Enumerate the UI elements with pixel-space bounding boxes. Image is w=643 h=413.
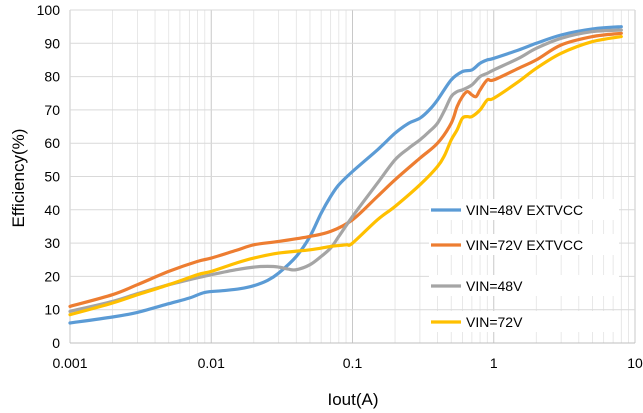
legend: VIN=48V EXTVCC VIN=72V EXTVCC VIN=48V VIN=7… — [429, 199, 619, 332]
x-tick-label: 1 — [490, 355, 498, 371]
y-tick-label: 0 — [52, 335, 60, 351]
y-tick-label: 100 — [37, 2, 61, 18]
legend-entry-background — [429, 311, 619, 332]
legend-label: VIN=72V EXTVCC — [466, 237, 583, 253]
legend-entry-background — [429, 199, 619, 220]
x-tick-label: 0.01 — [198, 355, 225, 371]
series-line-2 — [68, 31, 623, 308]
legend-label: VIN=48V EXTVCC — [466, 202, 583, 218]
series-line-3 — [68, 28, 623, 313]
y-tick-labels: 0 10 20 30 40 50 60 70 80 90 100 — [37, 2, 61, 351]
y-tick-label: 70 — [44, 102, 60, 118]
legend-entry-background — [429, 275, 619, 296]
y-tick-label: 90 — [44, 35, 60, 51]
y-tick-label: 80 — [44, 69, 60, 85]
y-tick-label: 40 — [44, 202, 60, 218]
series-lines — [68, 25, 623, 325]
y-tick-label: 60 — [44, 135, 60, 151]
y-tick-label: 20 — [44, 268, 60, 284]
x-tick-label: 0.001 — [52, 355, 87, 371]
series-line-1 — [68, 25, 623, 325]
y-tick-label: 10 — [44, 302, 60, 318]
x-tick-labels: 0.001 0.01 0.1 1 10 — [52, 355, 643, 371]
series-line-4 — [68, 35, 623, 317]
x-tick-label: 0.1 — [343, 355, 363, 371]
legend-label: VIN=72V — [466, 314, 523, 330]
legend-entry-background — [429, 234, 619, 255]
y-tick-label: 30 — [44, 235, 60, 251]
y-axis-label: Efficiency(%) — [9, 129, 28, 228]
x-axis-label: Iout(A) — [327, 390, 378, 409]
y-tick-label: 50 — [44, 169, 60, 185]
x-tick-label: 10 — [627, 355, 643, 371]
legend-label: VIN=48V — [466, 278, 523, 294]
